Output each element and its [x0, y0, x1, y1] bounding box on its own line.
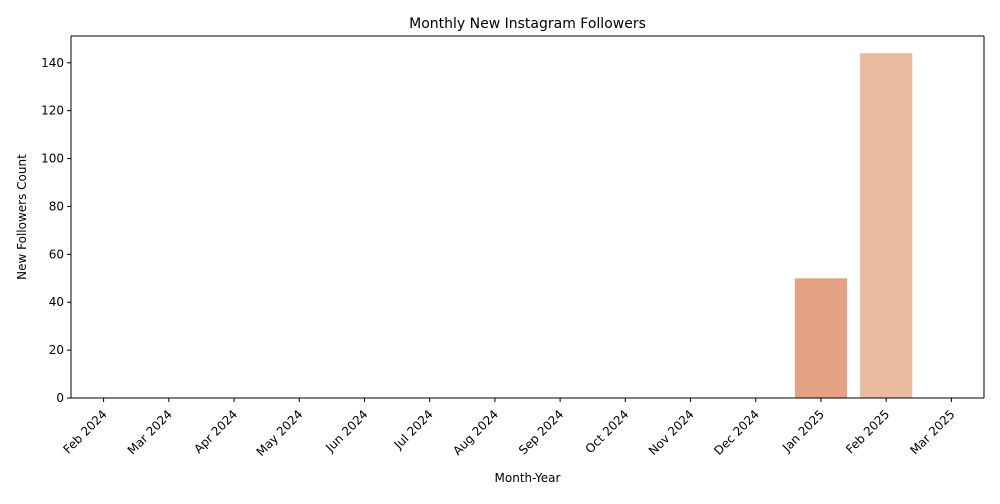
- y-axis-label: New Followers Count: [15, 154, 29, 280]
- x-tick-label: Jun 2024: [322, 407, 370, 455]
- y-tick-label: 100: [41, 152, 64, 166]
- x-tick-label: Feb 2024: [61, 407, 110, 456]
- x-tick-label: Jan 2025: [779, 407, 827, 455]
- x-tick-label: Mar 2025: [907, 407, 957, 457]
- x-tick-label: Aug 2024: [450, 407, 501, 458]
- x-tick-label: Apr 2024: [191, 407, 240, 456]
- axes: [70, 35, 985, 399]
- bars: [794, 53, 913, 398]
- x-tick-label: Dec 2024: [711, 407, 762, 458]
- x-tick-label: Mar 2024: [125, 407, 175, 457]
- x-tick-label: May 2024: [254, 407, 306, 459]
- y-tick-label: 140: [41, 56, 64, 70]
- chart-title: Monthly New Instagram Followers: [409, 16, 646, 32]
- x-tick-label: Feb 2025: [843, 407, 892, 456]
- y-ticks: 0 20 40 60 80 100 120 140: [41, 56, 71, 405]
- y-tick-label: 40: [49, 295, 64, 309]
- bar-feb-2025: [860, 53, 913, 398]
- x-tick-label: Nov 2024: [646, 407, 697, 458]
- y-tick-label: 20: [49, 343, 64, 357]
- y-tick-label: 60: [49, 247, 64, 261]
- x-ticks: Feb 2024 Mar 2024 Apr 2024 May 2024 Jun 2024…: [61, 398, 958, 459]
- y-tick-label: 80: [49, 199, 64, 213]
- x-tick-label: Sep 2024: [516, 407, 566, 457]
- bar-jan-2025: [794, 278, 848, 398]
- y-tick-label: 0: [56, 391, 64, 405]
- y-tick-label: 120: [41, 104, 64, 118]
- x-tick-label: Oct 2024: [583, 407, 632, 456]
- x-tick-label: Jul 2024: [391, 407, 436, 452]
- x-axis-label: Month-Year: [495, 471, 561, 485]
